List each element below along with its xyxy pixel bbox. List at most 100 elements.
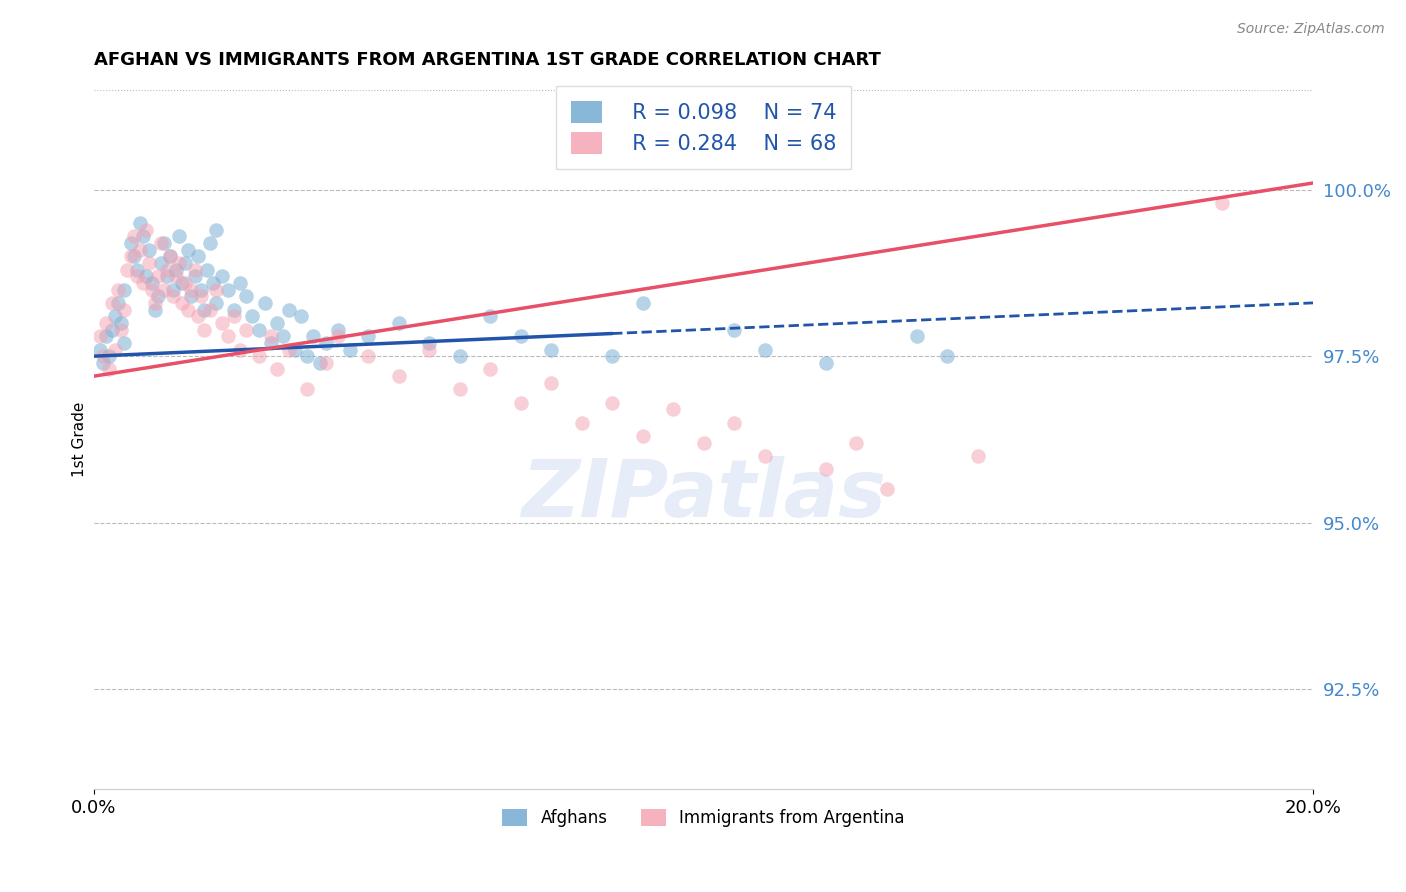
Point bbox=[247, 349, 270, 363]
Point bbox=[193, 322, 215, 336]
Point bbox=[201, 276, 224, 290]
Point bbox=[211, 269, 233, 284]
Point bbox=[125, 262, 148, 277]
Point bbox=[159, 249, 181, 263]
Point bbox=[150, 235, 173, 250]
Point bbox=[224, 302, 246, 317]
Point bbox=[723, 322, 745, 336]
Point bbox=[388, 369, 411, 384]
Point bbox=[195, 262, 218, 277]
Point bbox=[242, 309, 264, 323]
Point bbox=[600, 349, 623, 363]
Point bbox=[120, 235, 142, 250]
Point bbox=[91, 356, 114, 370]
Point bbox=[193, 302, 215, 317]
Point bbox=[180, 289, 202, 303]
Text: AFGHAN VS IMMIGRANTS FROM ARGENTINA 1ST GRADE CORRELATION CHART: AFGHAN VS IMMIGRANTS FROM ARGENTINA 1ST … bbox=[94, 51, 880, 69]
Point bbox=[107, 296, 129, 310]
Point bbox=[479, 362, 502, 376]
Point bbox=[205, 283, 228, 297]
Point bbox=[600, 396, 623, 410]
Point bbox=[205, 296, 228, 310]
Point bbox=[229, 276, 252, 290]
Point bbox=[631, 296, 654, 310]
Point bbox=[266, 362, 288, 376]
Point bbox=[479, 309, 502, 323]
Legend: Afghans, Immigrants from Argentina: Afghans, Immigrants from Argentina bbox=[496, 802, 911, 833]
Text: Source: ZipAtlas.com: Source: ZipAtlas.com bbox=[1237, 22, 1385, 37]
Point bbox=[177, 243, 200, 257]
Text: ZIPatlas: ZIPatlas bbox=[522, 457, 886, 534]
Point bbox=[229, 343, 252, 357]
Point bbox=[128, 243, 150, 257]
Point bbox=[177, 302, 200, 317]
Point bbox=[540, 343, 562, 357]
Point bbox=[138, 256, 160, 270]
Point bbox=[198, 235, 221, 250]
Point bbox=[153, 283, 176, 297]
Point bbox=[98, 362, 121, 376]
Point bbox=[101, 296, 124, 310]
Point bbox=[141, 283, 163, 297]
Point bbox=[198, 302, 221, 317]
Point bbox=[107, 283, 129, 297]
Point bbox=[110, 316, 132, 330]
Point bbox=[169, 256, 191, 270]
Point bbox=[104, 309, 127, 323]
Point bbox=[271, 329, 294, 343]
Point bbox=[165, 262, 187, 277]
Point bbox=[326, 322, 349, 336]
Point bbox=[692, 435, 714, 450]
Point bbox=[449, 383, 471, 397]
Point bbox=[112, 283, 135, 297]
Point bbox=[135, 222, 157, 236]
Point bbox=[146, 269, 169, 284]
Point bbox=[662, 402, 685, 417]
Point bbox=[89, 329, 111, 343]
Point bbox=[754, 343, 776, 357]
Point bbox=[936, 349, 959, 363]
Point bbox=[131, 229, 153, 244]
Point bbox=[260, 335, 283, 350]
Point bbox=[905, 329, 928, 343]
Point bbox=[284, 343, 307, 357]
Point bbox=[125, 269, 148, 284]
Point bbox=[98, 349, 121, 363]
Point bbox=[94, 329, 117, 343]
Point bbox=[128, 216, 150, 230]
Point bbox=[205, 222, 228, 236]
Point bbox=[302, 329, 325, 343]
Point bbox=[190, 289, 212, 303]
Point bbox=[120, 249, 142, 263]
Point bbox=[418, 343, 440, 357]
Point bbox=[183, 269, 205, 284]
Point bbox=[509, 396, 531, 410]
Point bbox=[224, 309, 246, 323]
Point bbox=[571, 416, 593, 430]
Point bbox=[150, 256, 173, 270]
Point bbox=[172, 276, 194, 290]
Point bbox=[418, 335, 440, 350]
Point bbox=[266, 316, 288, 330]
Point bbox=[217, 329, 239, 343]
Point bbox=[156, 269, 179, 284]
Point bbox=[754, 449, 776, 463]
Point bbox=[153, 235, 176, 250]
Point bbox=[1211, 196, 1233, 211]
Y-axis label: 1st Grade: 1st Grade bbox=[72, 401, 87, 477]
Point bbox=[122, 229, 145, 244]
Point bbox=[631, 429, 654, 443]
Point bbox=[162, 289, 184, 303]
Point bbox=[290, 309, 312, 323]
Point bbox=[141, 276, 163, 290]
Point bbox=[183, 262, 205, 277]
Point bbox=[138, 243, 160, 257]
Point bbox=[131, 276, 153, 290]
Point bbox=[845, 435, 868, 450]
Point bbox=[357, 349, 380, 363]
Point bbox=[146, 289, 169, 303]
Point bbox=[326, 329, 349, 343]
Point bbox=[174, 256, 197, 270]
Point bbox=[247, 322, 270, 336]
Point bbox=[449, 349, 471, 363]
